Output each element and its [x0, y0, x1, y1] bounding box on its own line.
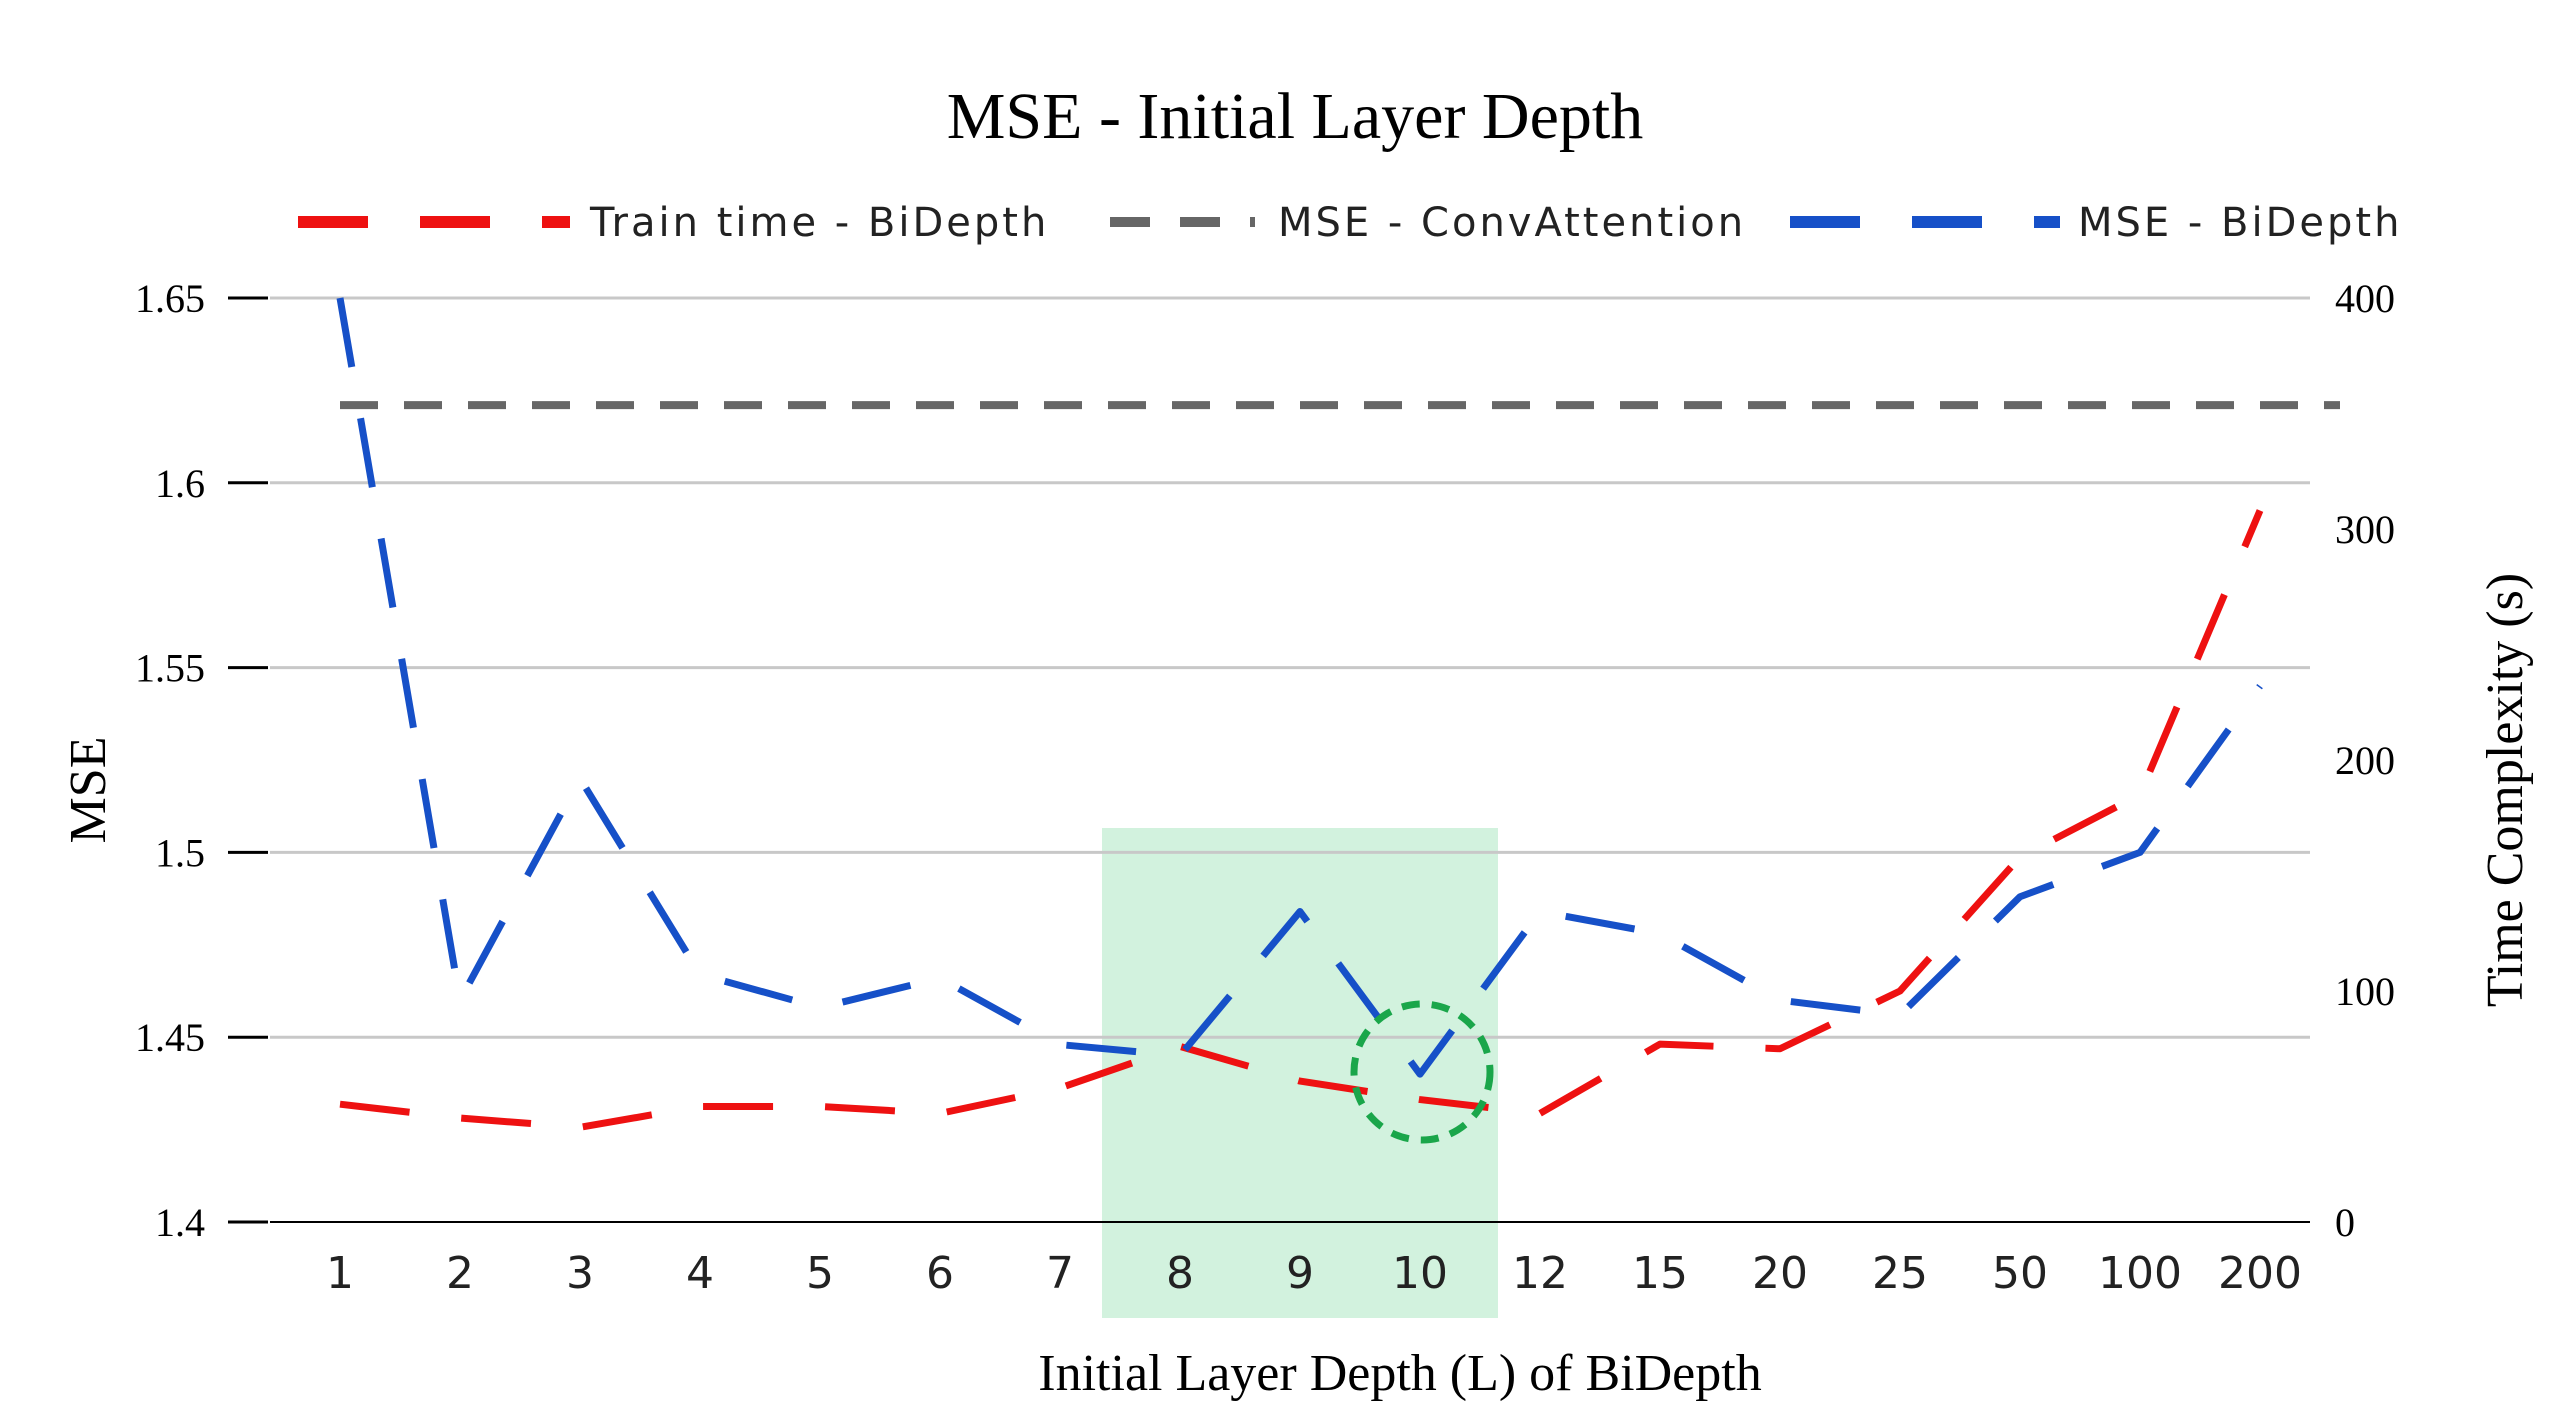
- legend-label-mse-bidepth: MSE - BiDepth: [2078, 200, 2402, 246]
- gridlines: [270, 296, 2310, 1223]
- x-tick-label: 1: [326, 1248, 354, 1299]
- x-tick-label: 100: [2098, 1248, 2182, 1299]
- right-axis-ticks: 0 100 200 300 400: [2335, 276, 2395, 1245]
- y-tick-label: 1.65: [135, 276, 205, 321]
- y2-tick-label: 200: [2335, 738, 2395, 783]
- x-tick-label: 8: [1166, 1248, 1194, 1299]
- y2-tick-label: 300: [2335, 507, 2395, 552]
- highlight-region: [1102, 828, 1498, 1318]
- legend: Train time - BiDepth MSE - ConvAttention M…: [298, 200, 2402, 246]
- x-tick-label: 9: [1286, 1248, 1314, 1299]
- y-axis-label: MSE: [60, 737, 117, 844]
- x-tick-label: 200: [2218, 1248, 2302, 1299]
- x-tick-label: 4: [686, 1248, 714, 1299]
- x-tick-label: 12: [1512, 1248, 1568, 1299]
- legend-label-mse-convattention: MSE - ConvAttention: [1278, 200, 1746, 246]
- series-line-mse-bidepth: [336, 297, 2263, 1078]
- y2-axis-label: Time Complexity (s): [2477, 573, 2534, 1007]
- series-lines: [336, 297, 2340, 1131]
- x-axis-label: Initial Layer Depth (L) of BiDepth: [1038, 1345, 1761, 1402]
- y-tick-label: 1.6: [155, 461, 205, 506]
- y-tick-label: 1.55: [135, 646, 205, 691]
- chart-title: MSE - Initial Layer Depth: [947, 80, 1643, 153]
- x-tick-label: 25: [1872, 1248, 1928, 1299]
- x-axis-ticks: 1 2 3 4 5 6 7 8 9 10 12 15 20 25 50 100 200: [326, 1248, 2302, 1299]
- x-tick-label: 7: [1046, 1248, 1074, 1299]
- y-tick-label: 1.4: [155, 1200, 205, 1245]
- x-tick-label: 20: [1752, 1248, 1808, 1299]
- y2-tick-label: 100: [2335, 969, 2395, 1014]
- x-tick-label: 10: [1392, 1248, 1448, 1299]
- x-tick-label: 6: [926, 1248, 954, 1299]
- y-tick-label: 1.45: [135, 1015, 205, 1060]
- y2-tick-label: 400: [2335, 276, 2395, 321]
- x-tick-label: 2: [446, 1248, 474, 1299]
- y2-tick-label: 0: [2335, 1200, 2355, 1245]
- y-tick-label: 1.5: [155, 830, 205, 875]
- x-tick-label: 3: [566, 1248, 594, 1299]
- x-tick-label: 50: [1992, 1248, 2048, 1299]
- best-depth-circle: [1350, 1000, 1494, 1144]
- x-tick-label: 15: [1632, 1248, 1688, 1299]
- left-axis-ticks: 1.4 1.45 1.5 1.55 1.6 1.65: [135, 276, 268, 1245]
- series-line-train-time-bidepth: [339, 509, 2264, 1131]
- x-tick-label: 5: [806, 1248, 834, 1299]
- legend-label-train-time-bidepth: Train time - BiDepth: [589, 200, 1049, 246]
